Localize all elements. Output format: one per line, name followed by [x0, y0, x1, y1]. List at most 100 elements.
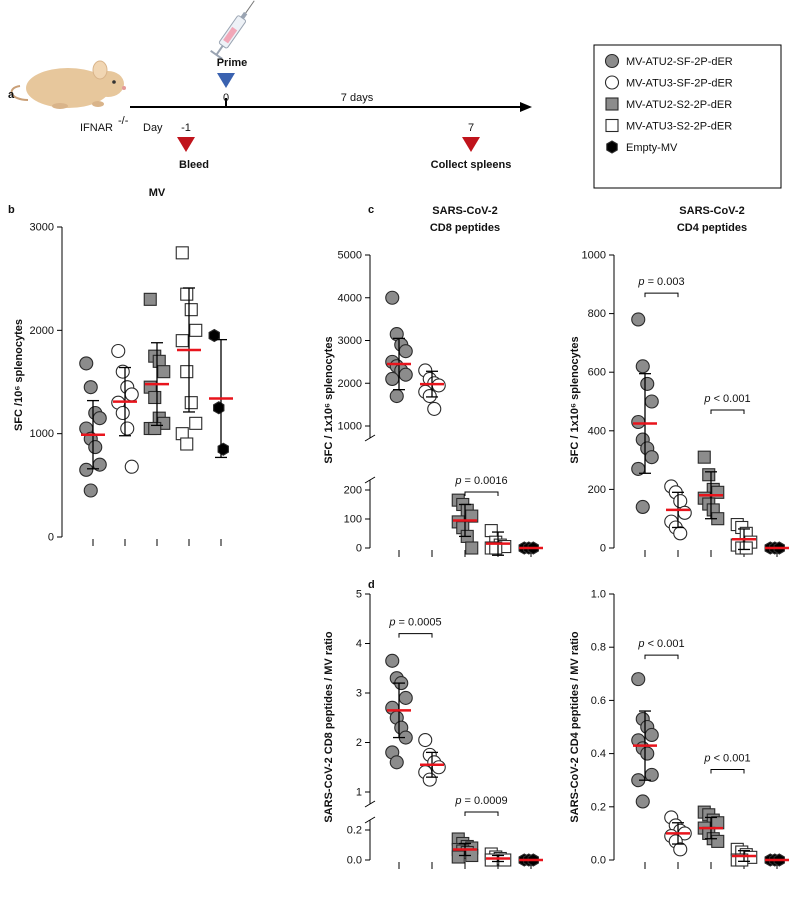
- chart-title: SARS-CoV-2: [679, 205, 744, 217]
- data-point: [640, 376, 655, 391]
- data-point: [427, 401, 442, 416]
- data-point: [124, 459, 139, 474]
- data-point: [484, 853, 498, 867]
- legend-marker: [604, 75, 620, 90]
- axis-break: [364, 476, 376, 484]
- data-point: [673, 842, 688, 857]
- y-tick-label: 3000: [338, 335, 362, 347]
- data-point: [180, 287, 194, 301]
- panel-label: a: [8, 89, 15, 101]
- data-point: [92, 411, 107, 426]
- y-tick-label: 0: [356, 543, 362, 555]
- data-point: [498, 853, 512, 867]
- data-point: [451, 850, 465, 864]
- data-point: [465, 509, 479, 523]
- p-value: p < 0.001: [637, 638, 684, 650]
- data-point: [88, 440, 103, 455]
- event-label: Bleed: [179, 159, 209, 171]
- significance-bracket: [644, 292, 679, 298]
- data-point: [389, 755, 404, 770]
- y-tick-label: 200: [588, 484, 606, 496]
- y-tick-label: 0: [600, 543, 606, 555]
- data-point: [489, 541, 503, 555]
- data-point: [635, 359, 650, 374]
- data-point: [635, 794, 650, 809]
- panel-label: b: [8, 204, 15, 216]
- y-axis-label: SFC /10⁶ splenocytes: [13, 319, 25, 431]
- legend-label: Empty-MV: [626, 142, 678, 154]
- day-label: Day: [143, 122, 163, 134]
- data-point: [431, 378, 446, 393]
- data-point: [465, 541, 479, 555]
- data-point: [217, 442, 229, 456]
- data-point: [148, 421, 162, 436]
- data-point: [644, 450, 659, 465]
- data-point: [673, 526, 688, 541]
- data-point: [631, 312, 646, 327]
- data-point: [157, 365, 171, 379]
- y-tick-label: 200: [344, 485, 362, 497]
- syringe-illustration: [210, 0, 255, 60]
- mouse-illustration: [10, 60, 126, 109]
- chart-title: MV: [149, 187, 166, 199]
- significance-bracket: [710, 769, 745, 774]
- y-tick-label: 2000: [338, 378, 362, 390]
- data-point: [644, 767, 659, 782]
- data-point: [175, 246, 189, 260]
- data-point: [83, 380, 98, 395]
- y-tick-label: 1000: [338, 421, 362, 433]
- y-tick-label: 5: [356, 589, 362, 601]
- legend-label: MV-ATU3-S2-2P-dER: [626, 121, 732, 133]
- data-point: [711, 834, 725, 848]
- y-tick-label: 3: [356, 688, 362, 700]
- y-tick-label: 0.0: [347, 855, 362, 867]
- chart-title: CD4 peptides: [677, 222, 747, 234]
- legend-marker: [604, 53, 620, 69]
- y-tick-label: 600: [588, 367, 606, 379]
- data-point: [673, 494, 688, 509]
- y-tick-label: 1.0: [591, 589, 606, 601]
- data-point: [385, 653, 400, 668]
- y-tick-label: 0.8: [591, 642, 606, 654]
- data-point: [79, 462, 94, 477]
- event-label: Prime: [217, 57, 248, 69]
- data-point: [389, 389, 404, 404]
- event-marker: [177, 137, 195, 152]
- data-point: [644, 394, 659, 409]
- axis-break: [364, 800, 376, 808]
- panel-label: d: [368, 579, 375, 591]
- data-point: [398, 344, 413, 359]
- data-point: [83, 483, 98, 498]
- event-day: 0: [223, 92, 229, 104]
- y-tick-label: 0: [48, 532, 54, 544]
- data-point: [398, 367, 413, 382]
- data-point: [739, 541, 753, 555]
- data-point: [184, 396, 198, 410]
- data-point: [208, 328, 220, 343]
- data-point: [213, 401, 225, 415]
- data-point: [184, 303, 198, 317]
- y-axis-label: SARS-CoV-2 CD8 peptides / MV ratio: [323, 631, 335, 823]
- legend-box: [593, 44, 782, 189]
- axis-break: [364, 816, 376, 824]
- chart-title: SARS-CoV-2: [432, 205, 497, 217]
- data-point: [189, 416, 203, 430]
- interval-label: 7 days: [341, 92, 374, 104]
- event-day: -1: [181, 122, 191, 134]
- data-point: [431, 760, 446, 775]
- chart-title: CD8 peptides: [430, 222, 500, 234]
- significance-bracket: [710, 409, 745, 414]
- data-point: [631, 672, 646, 687]
- data-point: [422, 389, 437, 404]
- y-tick-label: 1000: [582, 250, 606, 262]
- event-marker: [217, 73, 235, 88]
- data-point: [111, 343, 126, 359]
- y-tick-label: 100: [344, 514, 362, 526]
- p-value: p = 0.0009: [454, 795, 507, 807]
- event-day: 7: [468, 122, 474, 134]
- host-label: IFNAR: [80, 122, 113, 134]
- data-point: [189, 323, 203, 337]
- data-point: [702, 468, 716, 482]
- axis-break: [364, 434, 376, 442]
